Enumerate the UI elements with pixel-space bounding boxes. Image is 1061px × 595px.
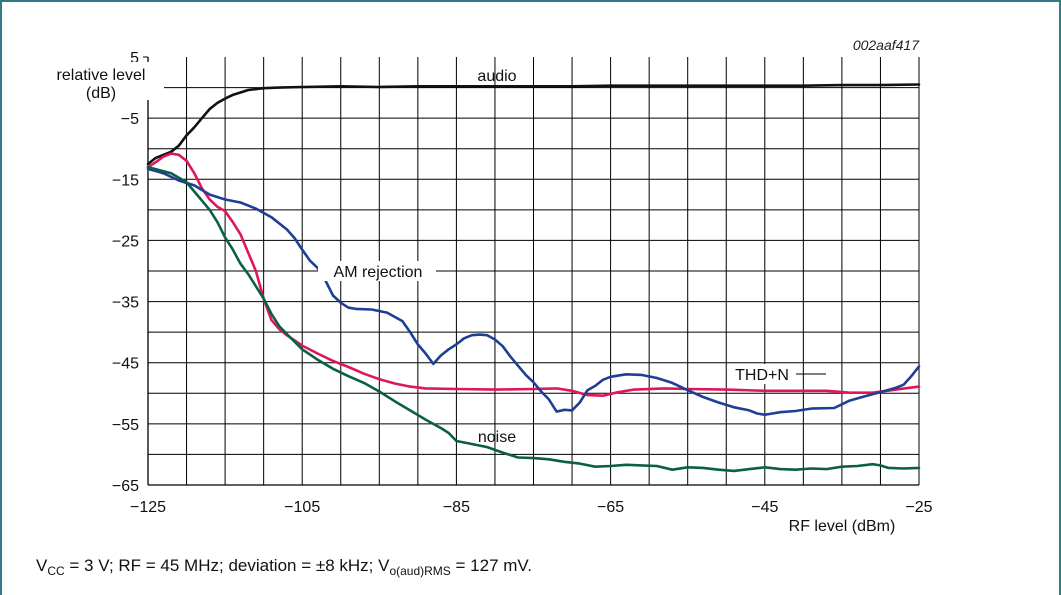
x-tick-label: −25 <box>905 499 932 516</box>
y-tick-label: −35 <box>112 295 139 312</box>
caption-vcc-symbol: V <box>36 556 48 575</box>
chart: 5 −5 −15 −25 −35 −45 −55 −65 −125 −105 −85 −65 −45 −2… <box>40 37 933 535</box>
x-tick-label: −65 <box>597 499 624 516</box>
annotation-noise: noise <box>478 429 516 446</box>
y-tick-label: −45 <box>112 356 139 373</box>
annotation-audio: audio <box>477 68 516 85</box>
caption-vo-value: = 127 mV. <box>450 556 532 575</box>
series-line-audio <box>146 83 921 166</box>
caption-vo-symbol: V <box>378 556 390 575</box>
y-axis-label-line-2: (dB) <box>86 85 116 102</box>
y-axis-label-background <box>40 62 164 100</box>
y-tick-label: −5 <box>121 111 139 128</box>
y-axis-label-line-1: relative level <box>57 67 146 84</box>
series-line-noise <box>146 165 921 473</box>
axis-labels: relative level (dB) RF level (dBm) 002aa… <box>40 37 920 535</box>
annotation-thd-n-background <box>728 364 796 384</box>
tick-labels: 5 −5 −15 −25 −35 −45 −55 −65 −125 −105 −85 −65 −45 −2… <box>112 50 933 516</box>
series-line-am-rejection <box>146 167 921 416</box>
x-axis-label: RF level (dBm) <box>789 518 896 535</box>
series-line-thd-n <box>146 152 921 397</box>
y-tick-label: 5 <box>130 50 139 67</box>
caption-vcc-subscript: CC <box>47 564 65 578</box>
caption-vo-subscript: o(aud)RMS <box>389 564 451 578</box>
annotation-am-rejection-background <box>318 261 436 281</box>
y-tick-label: −65 <box>112 478 139 495</box>
annotation-thd-n: THD+N <box>735 367 789 384</box>
y-tick-label: −55 <box>112 417 139 434</box>
series-annotations: audio AM rejection THD+N noise <box>318 68 826 446</box>
annotation-am-rejection: AM rejection <box>334 264 423 281</box>
x-tick-label: −105 <box>284 499 320 516</box>
grid <box>143 56 920 486</box>
figure-code: 002aaf417 <box>853 37 920 53</box>
series-lines <box>146 83 921 473</box>
caption-conditions: = 3 V; RF = 45 MHz; deviation = ±8 kHz; <box>64 556 379 575</box>
figure-caption: VCC = 3 V; RF = 45 MHz; deviation = ±8 k… <box>36 556 532 578</box>
x-tick-label: −45 <box>751 499 778 516</box>
x-tick-label: −85 <box>443 499 470 516</box>
y-tick-label: −15 <box>112 172 139 189</box>
x-tick-label: −125 <box>130 499 166 516</box>
y-tick-label: −25 <box>112 233 139 250</box>
